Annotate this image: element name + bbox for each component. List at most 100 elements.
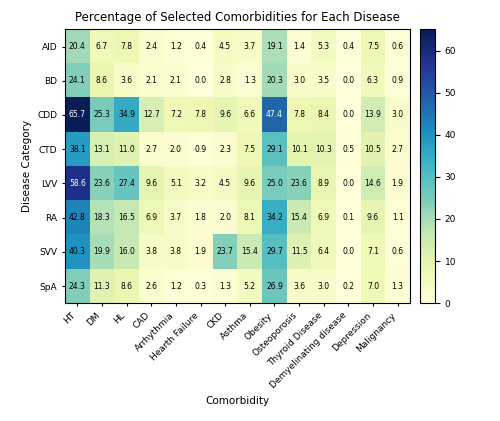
Text: 2.0: 2.0	[170, 145, 182, 154]
Text: 13.1: 13.1	[94, 145, 110, 154]
Text: 2.0: 2.0	[219, 213, 231, 222]
Text: 3.5: 3.5	[318, 76, 330, 85]
Text: 7.8: 7.8	[120, 42, 132, 51]
Text: 3.8: 3.8	[145, 247, 157, 256]
Y-axis label: Disease Category: Disease Category	[22, 120, 32, 212]
Text: 8.9: 8.9	[318, 179, 330, 188]
Text: 0.2: 0.2	[342, 282, 354, 290]
Text: 6.4: 6.4	[318, 247, 330, 256]
Text: 7.1: 7.1	[367, 247, 379, 256]
Text: 2.8: 2.8	[219, 76, 231, 85]
Text: 11.5: 11.5	[290, 247, 308, 256]
Text: 1.9: 1.9	[392, 179, 404, 188]
Text: 15.4: 15.4	[242, 247, 258, 256]
Text: 7.5: 7.5	[367, 42, 379, 51]
Text: 3.0: 3.0	[318, 282, 330, 290]
Text: 6.9: 6.9	[318, 213, 330, 222]
Text: 2.7: 2.7	[392, 145, 404, 154]
Text: 40.3: 40.3	[69, 247, 86, 256]
Text: 3.6: 3.6	[293, 282, 305, 290]
Text: 3.0: 3.0	[293, 76, 305, 85]
Text: 0.0: 0.0	[194, 76, 206, 85]
Text: 1.9: 1.9	[194, 247, 206, 256]
Text: 0.5: 0.5	[342, 145, 354, 154]
Text: 5.2: 5.2	[244, 282, 256, 290]
Text: 10.3: 10.3	[316, 145, 332, 154]
Text: 2.7: 2.7	[145, 145, 157, 154]
Text: 34.2: 34.2	[266, 213, 283, 222]
Text: 2.1: 2.1	[170, 76, 182, 85]
Text: 0.1: 0.1	[342, 213, 354, 222]
Text: 38.1: 38.1	[69, 145, 86, 154]
Text: 16.5: 16.5	[118, 213, 135, 222]
Text: 0.9: 0.9	[194, 145, 206, 154]
Text: 20.3: 20.3	[266, 76, 283, 85]
Text: 1.1: 1.1	[392, 213, 404, 222]
Text: 11.0: 11.0	[118, 145, 135, 154]
Text: 47.4: 47.4	[266, 110, 283, 120]
Text: 2.1: 2.1	[146, 76, 157, 85]
Text: 26.9: 26.9	[266, 282, 283, 290]
Text: 7.8: 7.8	[293, 110, 305, 120]
Text: 1.3: 1.3	[219, 282, 231, 290]
Text: 65.7: 65.7	[69, 110, 86, 120]
Text: 27.4: 27.4	[118, 179, 135, 188]
Text: 0.0: 0.0	[342, 179, 354, 188]
X-axis label: Comorbidity: Comorbidity	[206, 396, 270, 406]
Text: 7.5: 7.5	[244, 145, 256, 154]
Text: 6.7: 6.7	[96, 42, 108, 51]
Text: 18.3: 18.3	[94, 213, 110, 222]
Text: 23.6: 23.6	[290, 179, 308, 188]
Text: 25.3: 25.3	[94, 110, 110, 120]
Text: 10.5: 10.5	[364, 145, 382, 154]
Text: 0.4: 0.4	[342, 42, 354, 51]
Text: 8.6: 8.6	[120, 282, 132, 290]
Text: 9.6: 9.6	[219, 110, 231, 120]
Text: 7.2: 7.2	[170, 110, 182, 120]
Text: 24.3: 24.3	[69, 282, 86, 290]
Text: 9.6: 9.6	[244, 179, 256, 188]
Text: 0.3: 0.3	[194, 282, 206, 290]
Text: 4.5: 4.5	[219, 179, 231, 188]
Text: 6.9: 6.9	[145, 213, 158, 222]
Text: 29.1: 29.1	[266, 145, 283, 154]
Text: 14.6: 14.6	[364, 179, 382, 188]
Text: 1.3: 1.3	[244, 76, 256, 85]
Text: 3.0: 3.0	[392, 110, 404, 120]
Text: 19.9: 19.9	[94, 247, 110, 256]
Text: 7.8: 7.8	[194, 110, 206, 120]
Text: 3.8: 3.8	[170, 247, 182, 256]
Text: 7.0: 7.0	[367, 282, 379, 290]
Text: 5.1: 5.1	[170, 179, 182, 188]
Text: 8.6: 8.6	[96, 76, 108, 85]
Text: 1.2: 1.2	[170, 282, 182, 290]
Text: 3.6: 3.6	[120, 76, 132, 85]
Text: 34.9: 34.9	[118, 110, 135, 120]
Text: 23.6: 23.6	[94, 179, 110, 188]
Text: 0.0: 0.0	[342, 110, 354, 120]
Text: 10.1: 10.1	[290, 145, 308, 154]
Text: 3.7: 3.7	[244, 42, 256, 51]
Text: 0.6: 0.6	[392, 247, 404, 256]
Text: 29.7: 29.7	[266, 247, 283, 256]
Text: 9.6: 9.6	[367, 213, 379, 222]
Text: 23.7: 23.7	[216, 247, 234, 256]
Text: 25.0: 25.0	[266, 179, 283, 188]
Text: 12.7: 12.7	[143, 110, 160, 120]
Text: 0.9: 0.9	[392, 76, 404, 85]
Text: 2.3: 2.3	[219, 145, 231, 154]
Title: Percentage of Selected Comorbidities for Each Disease: Percentage of Selected Comorbidities for…	[75, 11, 400, 24]
Text: 9.6: 9.6	[145, 179, 158, 188]
Text: 5.3: 5.3	[318, 42, 330, 51]
Text: 6.6: 6.6	[244, 110, 256, 120]
Text: 20.4: 20.4	[69, 42, 86, 51]
Text: 1.8: 1.8	[194, 213, 206, 222]
Text: 24.1: 24.1	[69, 76, 86, 85]
Text: 0.4: 0.4	[194, 42, 206, 51]
Text: 13.9: 13.9	[364, 110, 382, 120]
Text: 3.2: 3.2	[194, 179, 206, 188]
Text: 3.7: 3.7	[170, 213, 182, 222]
Text: 19.1: 19.1	[266, 42, 283, 51]
Text: 42.8: 42.8	[69, 213, 86, 222]
Text: 0.0: 0.0	[342, 247, 354, 256]
